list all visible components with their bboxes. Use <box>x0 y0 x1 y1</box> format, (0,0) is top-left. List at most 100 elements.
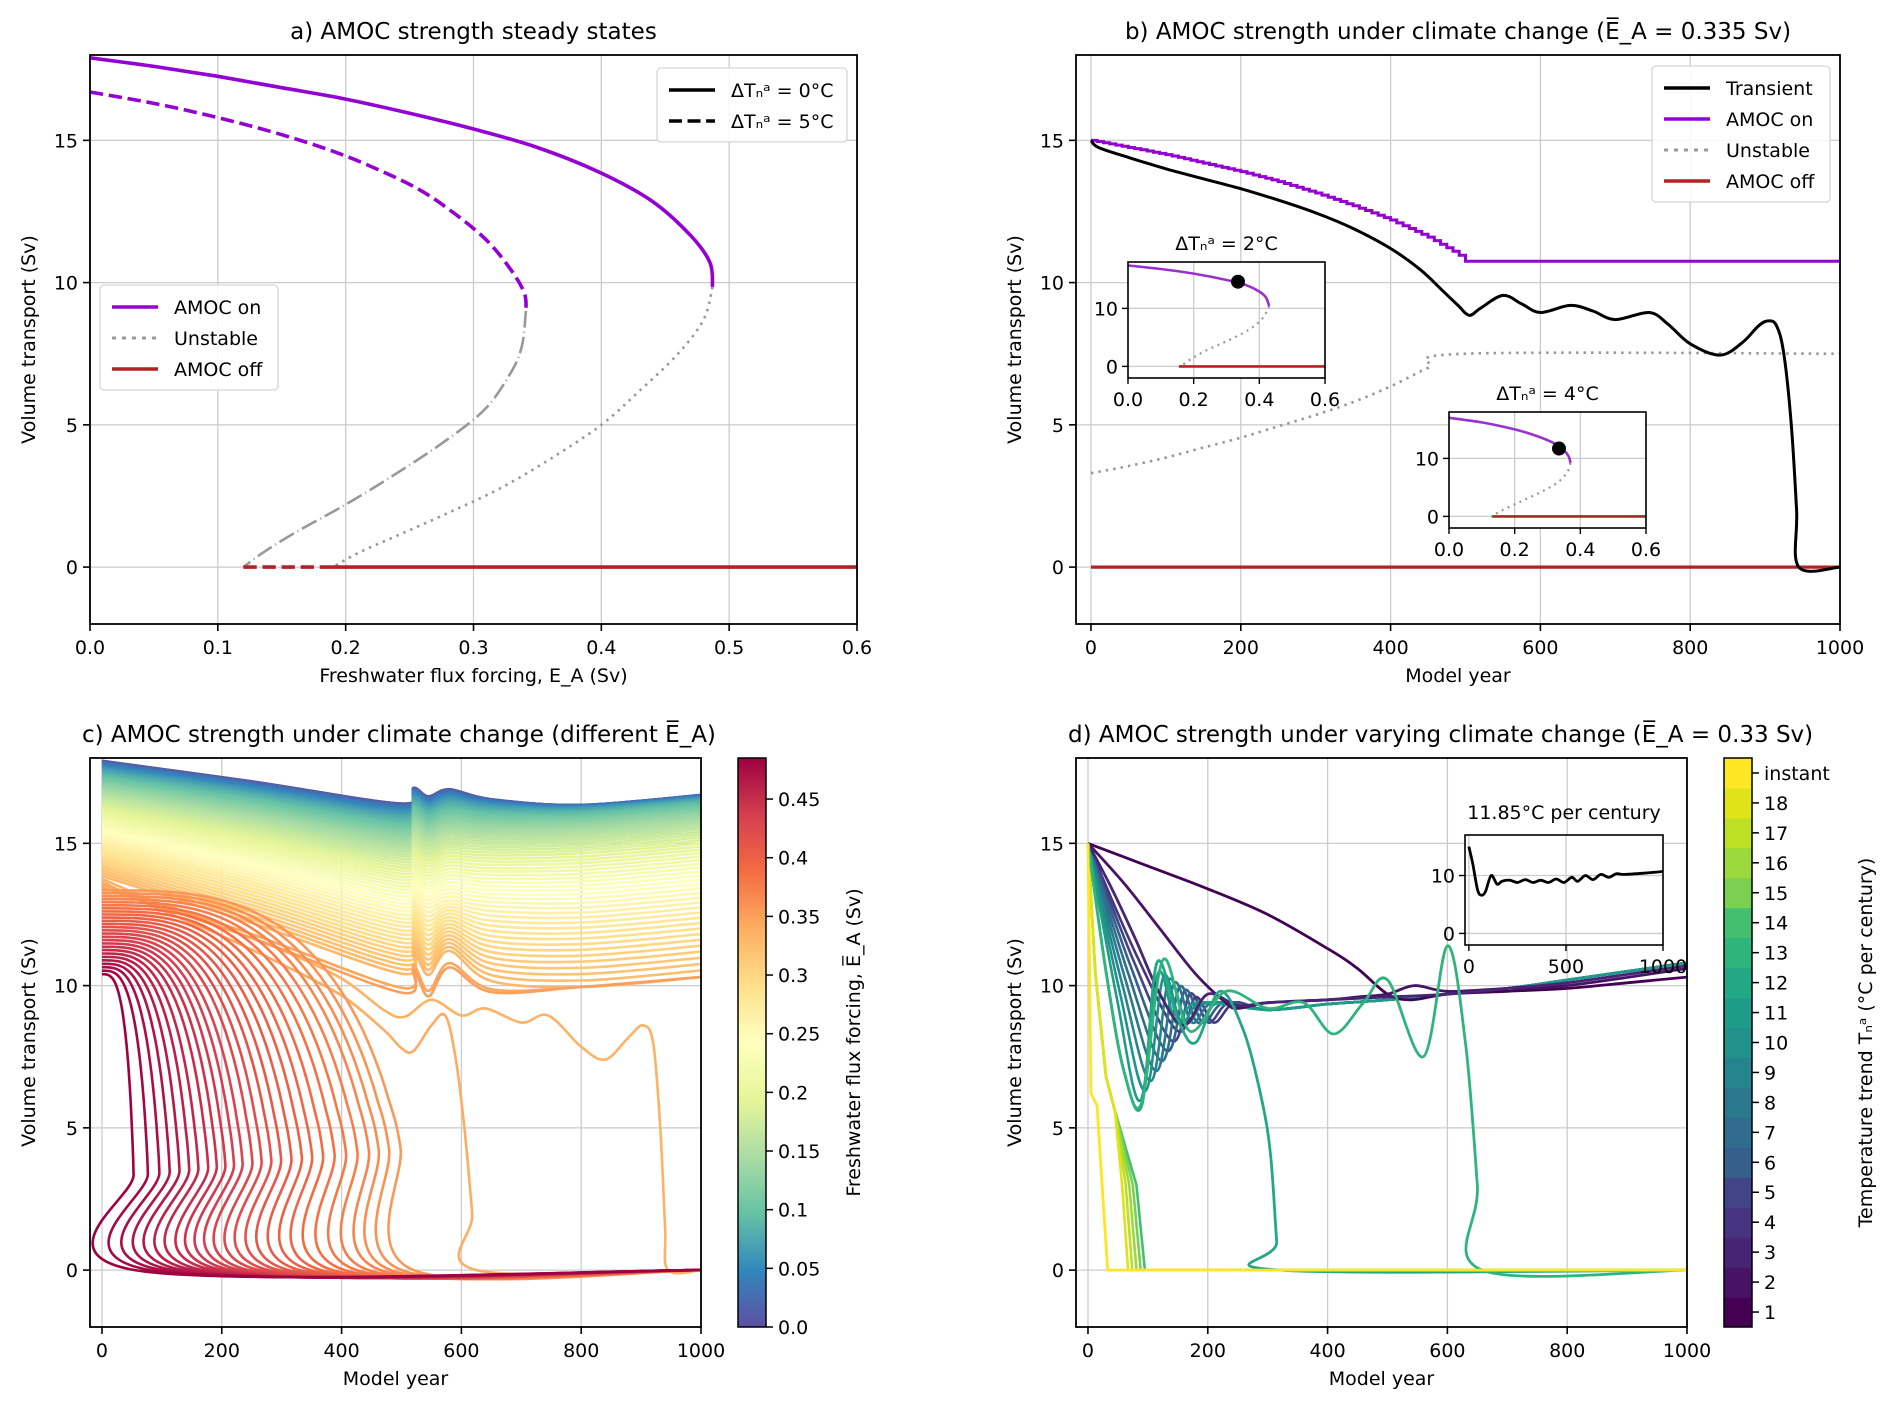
panel-c: 0 200 400 600 800 1000 0 5 10 15 Model year Volume … <box>18 720 865 1390</box>
series-line <box>1086 843 1687 1272</box>
inset-x-tick-label: 0.6 <box>1310 389 1340 411</box>
colorbar-tick-label: 2 <box>1764 1272 1776 1294</box>
axes-frame <box>89 757 702 1328</box>
colorbar-tick-label: 14 <box>1764 913 1788 935</box>
inset-x-tick-label: 0.2 <box>1500 539 1530 561</box>
colorbar-tick-label: 18 <box>1764 793 1788 815</box>
series-line <box>101 782 701 834</box>
colorbar-tick-label: 11 <box>1764 1003 1788 1025</box>
series-line <box>102 910 701 1280</box>
inset-x-tick-label: 0.2 <box>1179 389 1209 411</box>
legend-label: ΔTₙᵃ = 0°C <box>731 80 833 102</box>
inset-y-tick-label: 10 <box>1094 298 1118 320</box>
series-line <box>101 778 701 828</box>
series-line <box>102 889 701 1281</box>
chart-title: a) AMOC strength steady states <box>290 19 657 45</box>
y-tick-label: 10 <box>1040 273 1064 295</box>
y-tick-label: 0 <box>66 557 78 579</box>
colorbar-tick-label: 0.1 <box>778 1200 808 1222</box>
series-line-transient <box>1089 139 1840 573</box>
series-line <box>101 803 701 864</box>
y-tick-label: 5 <box>1052 415 1064 437</box>
series-line <box>102 925 701 1280</box>
series-line <box>101 894 701 1281</box>
series-line <box>102 916 701 1280</box>
series-line <box>102 959 701 1279</box>
x-tick-label: 200 <box>204 1340 240 1362</box>
colorbar-segment <box>1724 817 1752 849</box>
x-tick-label: 0.3 <box>458 637 488 659</box>
y-tick-label: 5 <box>1052 1118 1064 1140</box>
series-line <box>101 785 701 838</box>
colorbar-tick-label: 9 <box>1764 1062 1776 1084</box>
inset-x-tick-label: 0.0 <box>1434 539 1464 561</box>
x-tick-label: 0 <box>1085 637 1097 659</box>
y-tick-label: 0 <box>66 1260 78 1282</box>
series-line <box>101 793 701 850</box>
inset-unstable-line <box>1179 305 1271 368</box>
series-line <box>101 855 701 946</box>
colorbar-segment <box>1724 937 1752 969</box>
axes-frame <box>89 54 858 625</box>
colorbar-segment <box>1724 1267 1752 1298</box>
inset-title: ΔTₙᵃ = 4°C <box>1496 383 1598 405</box>
legend-box <box>1651 65 1831 203</box>
series-line <box>101 779 701 830</box>
series-line <box>102 892 701 1281</box>
colorbar-gradient <box>737 757 767 1328</box>
series-line <box>101 788 701 843</box>
chart-title: d) AMOC strength under varying climate c… <box>1068 720 1813 748</box>
series-line <box>101 831 701 906</box>
legend-temperature: ΔTₙᵃ = 0°C ΔTₙᵃ = 5°C <box>656 67 848 143</box>
series-line <box>101 790 701 845</box>
x-tick-label: 0.2 <box>331 637 361 659</box>
chart-title: b) AMOC strength under climate change (E… <box>1125 17 1791 45</box>
series-line <box>101 809 701 872</box>
series-line <box>101 945 701 1280</box>
colorbar-tick-label: 17 <box>1764 823 1788 845</box>
inset-amoc-on-line <box>1448 416 1572 464</box>
series-line <box>101 906 701 1281</box>
series-line <box>101 815 701 882</box>
series-line <box>101 819 701 888</box>
inset-title: ΔTₙᵃ = 2°C <box>1175 233 1277 255</box>
legend-label: AMOC off <box>174 359 263 381</box>
y-tick-label: 0 <box>1052 1260 1064 1282</box>
x-axis-label: Model year <box>1405 665 1511 687</box>
colorbar-tick-label: 12 <box>1764 973 1788 995</box>
colorbar-tick-label: 7 <box>1764 1122 1776 1144</box>
y-tick-label: 10 <box>54 976 78 998</box>
x-tick-label: 400 <box>323 1340 359 1362</box>
inset-1: 0.0 0.2 0.4 0.6 0 10 ΔTₙᵃ = 2°C <box>1094 233 1340 411</box>
series-line <box>102 929 701 1280</box>
series-line <box>101 838 701 917</box>
y-tick-label: 5 <box>66 415 78 437</box>
inset-x-tick-label: 0 <box>1463 956 1475 978</box>
inset-background <box>1449 412 1646 528</box>
series-line <box>102 897 701 1281</box>
inset-y-tick-label: 0 <box>1106 356 1118 378</box>
series-group <box>1089 138 1840 573</box>
series-line <box>102 942 701 1280</box>
colorbar-tick-label: 0.25 <box>778 1024 820 1046</box>
legend-label: Unstable <box>174 328 258 350</box>
axes-frame <box>1075 757 1688 1328</box>
y-tick-label: 5 <box>66 1118 78 1140</box>
colorbar-tick-label: 4 <box>1764 1212 1776 1234</box>
colorbar-segment <box>1724 1147 1752 1178</box>
series-line <box>101 801 701 861</box>
colorbar: 0.0 0.05 0.1 0.15 0.2 0.25 0.3 0.35 0.4 0.45 Fresh… <box>737 757 865 1339</box>
colorbar-segment <box>1724 787 1752 819</box>
colorbar-tick-label: 10 <box>1764 1033 1788 1055</box>
series-line <box>101 811 701 875</box>
series-line <box>101 932 701 1280</box>
inset-x-tick-label: 0.4 <box>1244 389 1274 411</box>
colorbar-segment <box>1724 1177 1752 1208</box>
colorbar-tick-label: 15 <box>1764 883 1788 905</box>
series-group <box>90 56 857 569</box>
colorbar-tick-label: 0.3 <box>778 965 808 987</box>
series-line <box>101 853 701 941</box>
x-tick-label: 0 <box>1082 1340 1094 1362</box>
